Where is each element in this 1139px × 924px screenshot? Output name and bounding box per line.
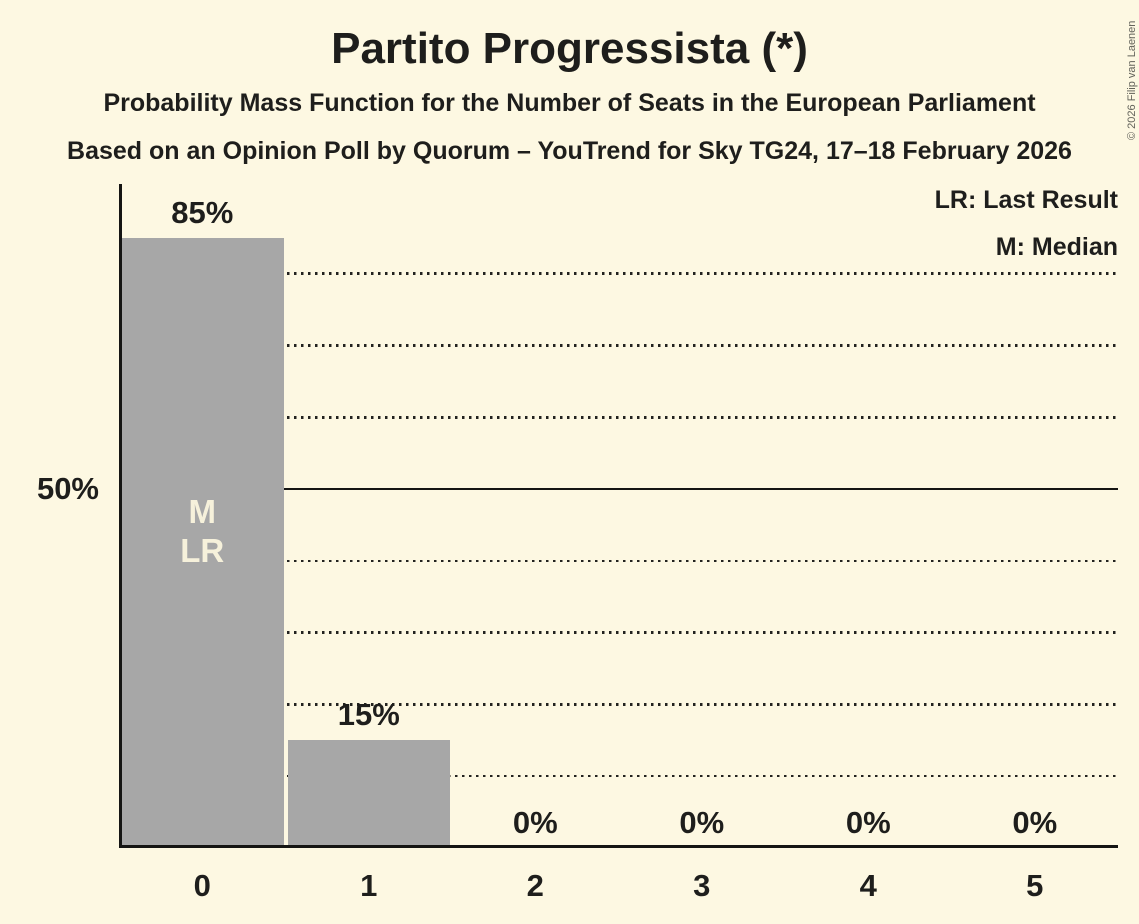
gridline-10: [119, 774, 1118, 778]
legend-median: M: Median: [995, 233, 1118, 261]
chart-subtitle: Probability Mass Function for the Number…: [103, 89, 1036, 117]
y-axis-line: [119, 184, 122, 848]
x-axis-line: [119, 845, 1118, 848]
x-tick-label-4: 4: [859, 868, 877, 903]
x-tick-label-2: 2: [526, 868, 544, 903]
bar-0: [121, 237, 284, 848]
chart-title: Partito Progressista (*): [331, 24, 808, 73]
gridline-60: [119, 416, 1118, 419]
bar-value-label-2: 0%: [512, 804, 558, 840]
gridline-70: [119, 344, 1118, 347]
x-tick-label-3: 3: [693, 868, 711, 903]
bar-annotation-line: M: [188, 493, 217, 530]
gridline-20: [119, 703, 1118, 706]
gridline-40: [119, 559, 1118, 563]
gridline-80: [119, 272, 1118, 275]
x-tick-label-1: 1: [360, 868, 378, 903]
x-tick-label-5: 5: [1026, 868, 1044, 903]
bar-value-label-0: 85%: [171, 194, 234, 230]
bar-1: [287, 740, 450, 848]
y-axis-tick-label: 50%: [36, 471, 99, 506]
bar-value-label-4: 0%: [845, 804, 891, 840]
x-tick-label-0: 0: [193, 868, 211, 903]
bar-annotation-0: M LR: [119, 492, 286, 570]
gridline-30: [119, 631, 1118, 634]
bar-value-label-3: 0%: [679, 804, 725, 840]
bar-value-label-5: 0%: [1012, 804, 1058, 840]
bar-annotation-line: LR: [180, 532, 225, 569]
chart-source-line: Based on an Opinion Poll by Quorum – You…: [67, 137, 1072, 165]
legend-last-result: LR: Last Result: [934, 186, 1118, 214]
plot-area: 50% 85% M LR 0 15% 1 0% 2 0% 3 0% 4 0% 5: [37, 184, 1118, 903]
bar-value-label-1: 15%: [337, 697, 400, 733]
gridline-50-solid: [119, 487, 1118, 491]
